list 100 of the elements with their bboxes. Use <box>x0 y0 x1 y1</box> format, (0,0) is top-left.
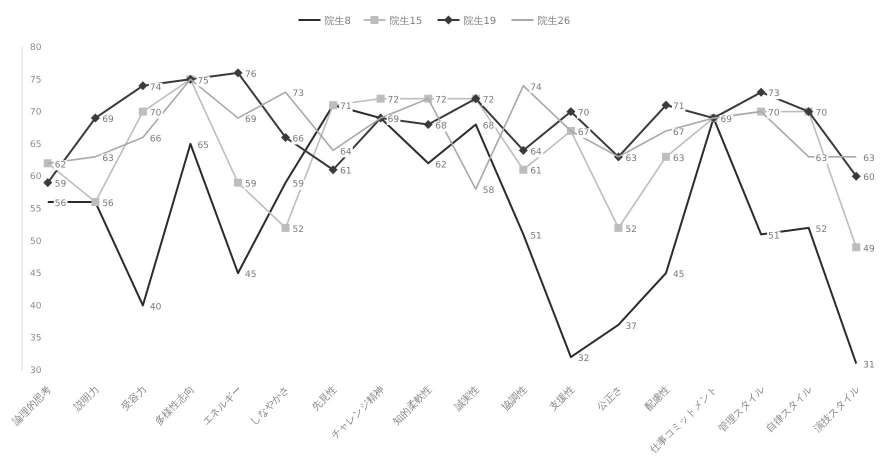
point <box>90 114 100 123</box>
data-label: 56 <box>102 199 114 210</box>
point <box>138 108 147 116</box>
y-tick-label: 50 <box>30 236 42 247</box>
point <box>281 132 290 142</box>
x-tick-label: 支援性 <box>547 384 578 414</box>
data-label: 68 <box>482 122 495 132</box>
y-tick-label: 30 <box>30 366 42 376</box>
point <box>852 243 860 252</box>
data-label: 74 <box>530 82 542 93</box>
data-label: 74 <box>150 82 162 93</box>
data-label: 49 <box>863 244 875 254</box>
data-label: 45 <box>245 270 256 280</box>
x-tick-label: 先見性 <box>310 384 340 414</box>
data-label: 64 <box>530 147 542 158</box>
data-label: 58 <box>482 186 495 196</box>
x-tick-label: 協調性 <box>500 384 530 414</box>
data-label: 63 <box>673 154 684 164</box>
data-label: 56 <box>54 199 67 210</box>
x-tick-label: 誠実性 <box>452 384 482 414</box>
data-label: 52 <box>816 224 828 235</box>
point <box>234 68 242 78</box>
data-label: 68 <box>435 122 447 132</box>
x-tick-label: 配慮性 <box>642 384 672 414</box>
data-label: 71 <box>340 102 352 112</box>
point <box>662 100 670 110</box>
data-label: 59 <box>292 180 304 190</box>
y-tick-label: 60 <box>30 172 42 182</box>
data-label: 63 <box>863 154 875 164</box>
legend-label: 院生8 <box>324 15 351 27</box>
data-label: 72 <box>388 96 400 106</box>
x-tick-label: しなやかさ <box>248 384 292 428</box>
point <box>424 120 433 130</box>
data-label: 61 <box>530 166 542 177</box>
point <box>566 107 576 116</box>
y-tick-label: 35 <box>30 334 42 344</box>
data-label: 52 <box>292 224 304 235</box>
y-tick-label: 75 <box>30 75 42 86</box>
data-label: 37 <box>625 322 637 332</box>
x-tick-label: エネルギー <box>200 384 244 428</box>
data-label: 32 <box>578 354 590 364</box>
data-label: 69 <box>245 115 257 126</box>
data-label: 69 <box>102 115 114 126</box>
y-tick-label: 40 <box>30 301 42 312</box>
point <box>376 94 385 103</box>
data-label: 66 <box>150 134 162 144</box>
point <box>91 198 100 206</box>
data-label: 73 <box>292 89 304 100</box>
y-tick-label: 45 <box>30 269 42 280</box>
y-tick-label: 80 <box>30 43 42 53</box>
point <box>138 81 148 90</box>
y-tick-label: 65 <box>30 140 42 150</box>
data-label: 45 <box>673 270 684 280</box>
data-label: 66 <box>292 134 304 144</box>
x-tick-label: 説明力 <box>72 384 102 414</box>
point <box>756 88 766 97</box>
point <box>282 224 290 232</box>
point <box>43 178 52 188</box>
data-label: 76 <box>245 70 257 80</box>
data-label: 51 <box>530 231 542 242</box>
legend-label: 院生15 <box>390 15 422 27</box>
legend-label: 院生26 <box>538 15 570 27</box>
data-label: 67 <box>673 128 684 138</box>
point <box>328 165 338 174</box>
legend-label: 院生19 <box>464 15 496 27</box>
data-label: 70 <box>578 108 590 119</box>
point <box>614 224 622 232</box>
data-label: 72 <box>482 96 494 106</box>
data-label: 59 <box>245 180 257 190</box>
data-label: 62 <box>54 160 66 170</box>
data-label: 67 <box>578 128 590 138</box>
x-tick-label: 公正さ <box>594 384 625 414</box>
x-tick-label: 多様性志向 <box>152 384 197 428</box>
point <box>662 152 670 161</box>
data-label: 40 <box>150 302 162 312</box>
data-label: 65 <box>197 140 209 151</box>
data-label: 63 <box>625 154 637 164</box>
point <box>519 166 528 174</box>
data-label: 70 <box>150 108 162 119</box>
data-label: 51 <box>768 231 780 242</box>
data-label: 63 <box>102 154 114 164</box>
data-label: 73 <box>768 89 780 100</box>
x-tick-label: 受容力 <box>119 384 150 414</box>
data-label: 69 <box>388 115 400 126</box>
data-label: 62 <box>435 160 447 170</box>
data-label: 61 <box>340 166 352 177</box>
data-label: 75 <box>197 76 209 86</box>
data-label: 71 <box>673 102 684 112</box>
data-label: 59 <box>54 180 67 190</box>
point <box>329 101 338 110</box>
data-label: 60 <box>863 173 875 184</box>
x-tick-label: 知的柔軟性 <box>390 384 434 428</box>
data-label: 63 <box>816 154 828 164</box>
data-label: 72 <box>435 96 447 106</box>
y-tick-label: 55 <box>30 204 42 214</box>
point <box>518 146 528 155</box>
data-label: 64 <box>340 147 352 158</box>
data-label: 31 <box>863 360 875 371</box>
data-label: 69 <box>720 115 732 126</box>
point <box>234 178 242 187</box>
